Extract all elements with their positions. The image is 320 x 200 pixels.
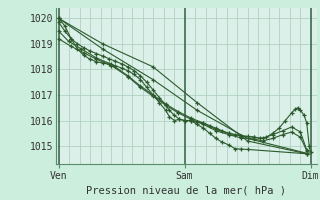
- X-axis label: Pression niveau de la mer( hPa ): Pression niveau de la mer( hPa ): [86, 185, 286, 195]
